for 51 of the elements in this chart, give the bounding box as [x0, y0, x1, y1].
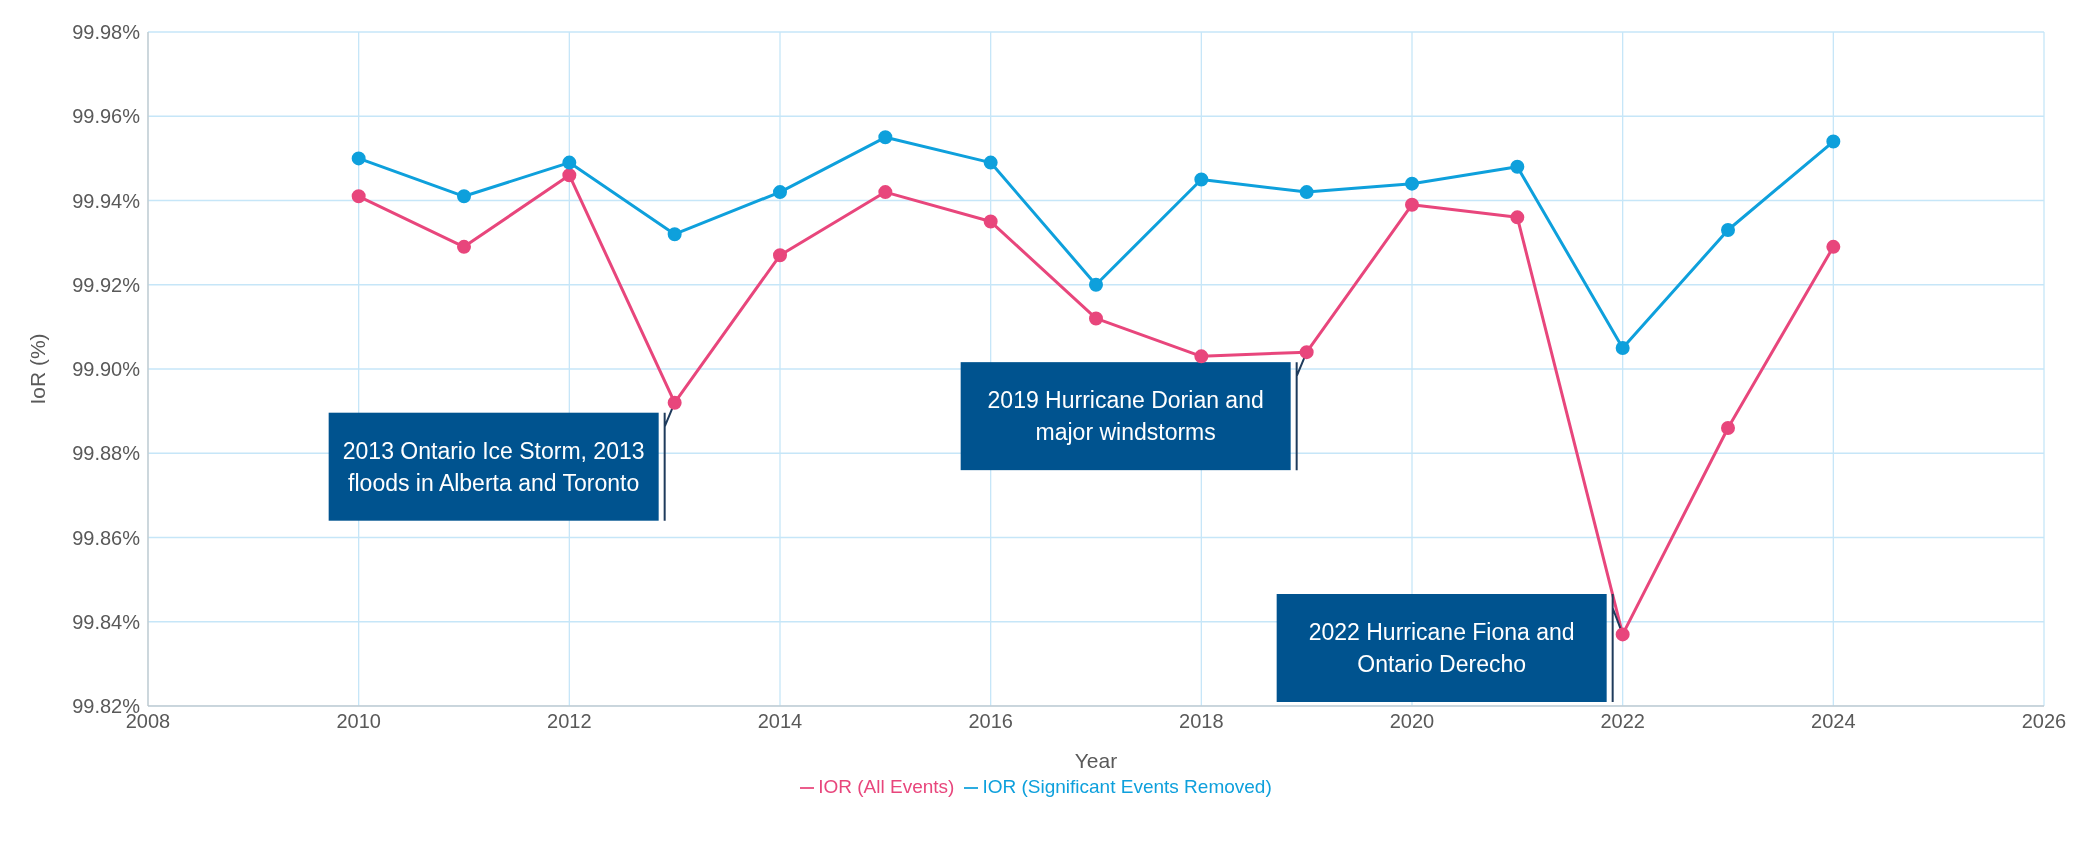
x-tick-label: 2012 — [547, 710, 592, 733]
x-tick-label: 2018 — [1179, 710, 1224, 733]
point — [1510, 210, 1525, 225]
point — [1089, 277, 1103, 292]
point — [1826, 239, 1841, 254]
y-axis-title: IoR (%) — [26, 333, 50, 405]
y-tick-label: 99.96% — [72, 105, 141, 128]
legend-label: IOR (Significant Events Removed) — [982, 776, 1272, 797]
point — [1721, 420, 1735, 435]
point — [878, 130, 893, 145]
point — [562, 155, 577, 170]
point — [1615, 627, 1630, 642]
point — [457, 239, 471, 254]
point — [1721, 222, 1735, 237]
point — [1299, 185, 1314, 200]
point — [773, 185, 787, 200]
point — [1299, 345, 1314, 360]
y-tick-label: 99.88% — [72, 442, 141, 465]
point — [1405, 176, 1419, 191]
x-tick-label: 2024 — [1811, 710, 1856, 733]
point — [1826, 134, 1841, 149]
point — [983, 155, 998, 170]
x-axis-title: Year — [1074, 749, 1118, 772]
legend-label: IOR (All Events) — [818, 776, 955, 797]
point — [1194, 172, 1209, 187]
y-tick-label: 99.86% — [72, 526, 141, 549]
x-tick-label: 2020 — [1389, 710, 1435, 733]
point — [878, 185, 893, 200]
point — [1194, 349, 1209, 364]
point — [351, 151, 366, 166]
point — [1089, 311, 1103, 326]
point — [983, 214, 998, 229]
x-tick-label: 2026 — [2021, 710, 2067, 733]
y-tick-label: 99.94% — [72, 189, 141, 212]
x-tick-label: 2022 — [1600, 710, 1645, 733]
point — [1510, 159, 1525, 174]
x-tick-label: 2010 — [336, 710, 381, 733]
y-tick-label: 99.84% — [72, 610, 141, 633]
point — [351, 189, 366, 204]
point — [457, 189, 471, 204]
point — [562, 168, 577, 183]
callout: 2022 Hurricane Fiona and Ontario Derecho — [1276, 593, 1624, 703]
y-tick-label: 99.98% — [72, 21, 141, 44]
point — [667, 227, 682, 242]
point — [1615, 340, 1630, 355]
y-tick-label: 99.90% — [72, 358, 141, 381]
point — [773, 248, 787, 263]
x-tick-label: 2016 — [968, 710, 1013, 733]
x-tick-label: 2014 — [757, 710, 803, 733]
point — [1405, 197, 1419, 212]
y-tick-label: 99.92% — [72, 273, 141, 296]
